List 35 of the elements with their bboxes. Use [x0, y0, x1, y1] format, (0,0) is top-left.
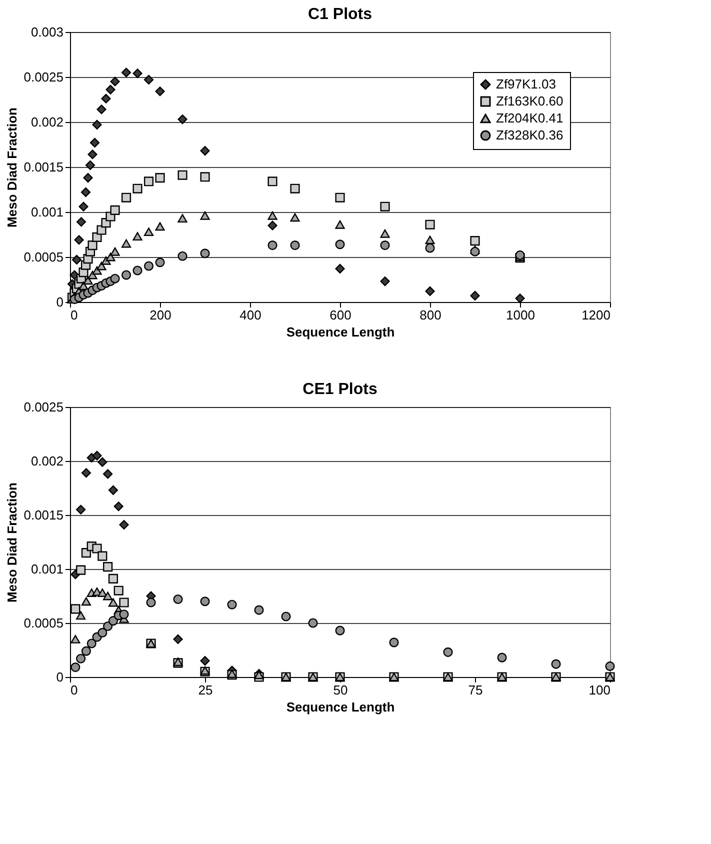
x-tick-label: 0 — [70, 308, 78, 322]
y-tick-label: 0.0015 — [24, 508, 64, 522]
x-tick-label: 0 — [70, 682, 78, 698]
x-tick-label: 400 — [240, 308, 262, 322]
x-tick-label: 1200 — [582, 308, 610, 322]
legend-label: Zf163K0.60 — [496, 94, 564, 108]
y-tick-label: 0 — [56, 294, 64, 310]
x-axis-title: Sequence Length — [286, 324, 395, 340]
y-tick-label: 0.002 — [30, 454, 64, 468]
x-tick-label: 25 — [198, 682, 213, 698]
y-tick-label: 0.0015 — [24, 160, 64, 174]
y-axis-title: Meso Diad Fraction — [4, 107, 20, 228]
x-axis-title: Sequence Length — [286, 700, 395, 714]
y-axis-title: Meso Diad Fraction — [4, 482, 20, 602]
x-tick-label: 75 — [468, 682, 483, 698]
chart-title: C1 Plots — [308, 6, 372, 23]
y-tick-label: 0.001 — [30, 562, 64, 576]
y-tick-label: 0.0005 — [24, 250, 64, 264]
x-tick-label: 1000 — [506, 308, 535, 322]
legend-label: Zf328K0.36 — [496, 128, 564, 142]
x-tick-label: 600 — [330, 308, 352, 322]
x-tick-label: 50 — [333, 682, 348, 698]
legend-label: Zf97K1.03 — [496, 76, 556, 92]
y-tick-label: 0.001 — [30, 204, 64, 220]
x-tick-label: 800 — [420, 308, 442, 322]
legend-label: Zf204K0.41 — [496, 110, 564, 126]
x-tick-label: 100 — [588, 682, 610, 698]
x-tick-label: 200 — [150, 308, 172, 322]
y-tick-label: 0.0025 — [24, 70, 64, 84]
y-tick-label: 0.0005 — [24, 616, 64, 630]
y-tick-label: 0.002 — [30, 114, 64, 130]
y-tick-label: 0.0025 — [24, 400, 64, 414]
y-tick-label: 0.003 — [30, 24, 64, 40]
y-tick-label: 0 — [56, 670, 64, 684]
chart-title: CE1 Plots — [302, 381, 378, 398]
